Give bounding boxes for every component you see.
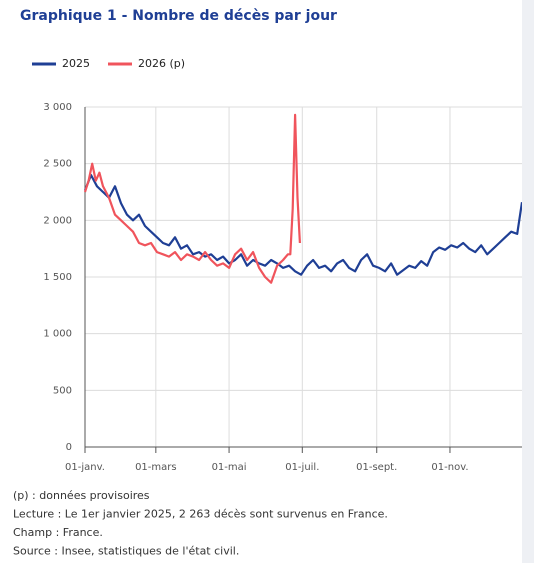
legend-label: 2025 [62, 57, 90, 70]
y-tick-label: 1 500 [43, 272, 72, 283]
y-tick-label: 2 000 [43, 215, 72, 226]
x-tick-label: 01-nov. [431, 462, 468, 473]
series-line [83, 113, 301, 284]
y-tick-label: 3 000 [43, 102, 72, 113]
legend-label: 2026 (p) [138, 57, 185, 70]
y-tick-label: 500 [53, 385, 72, 396]
note: Champ : France. [13, 526, 103, 539]
x-tick-label: 01-sept. [356, 462, 397, 473]
note: (p) : données provisoires [13, 489, 150, 502]
y-tick-label: 1 000 [43, 329, 72, 340]
chart-title: Graphique 1 - Nombre de décès par jour [20, 8, 337, 24]
x-tick-label: 01-janv. [65, 462, 105, 473]
series-line [83, 173, 522, 276]
x-tick-label: 01-juil. [285, 462, 319, 473]
x-tick-label: 01-mai [212, 462, 247, 473]
y-tick-label: 2 500 [43, 159, 72, 170]
y-tick-label: 0 [66, 442, 72, 453]
note: Source : Insee, statistiques de l'état c… [13, 545, 239, 558]
chart: Graphique 1 - Nombre de décès par jour 0… [13, 8, 522, 558]
x-tick-label: 01-mars [135, 462, 177, 473]
note: Lecture : Le 1er janvier 2025, 2 263 déc… [13, 508, 388, 521]
